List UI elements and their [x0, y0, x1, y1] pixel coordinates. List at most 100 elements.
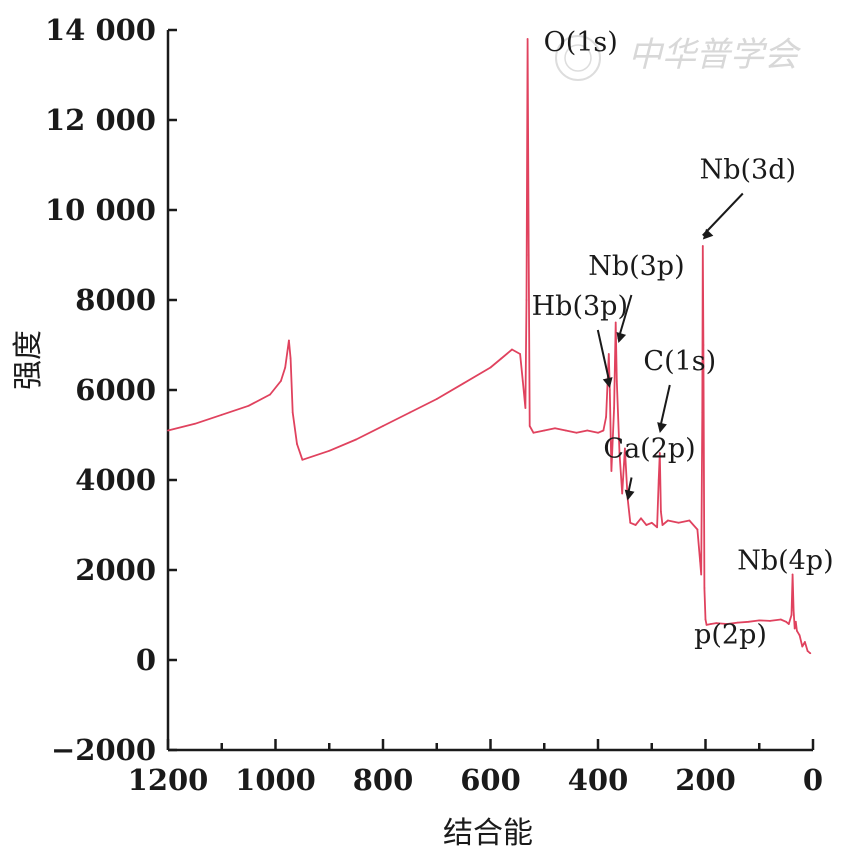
data-point [804, 641, 806, 643]
y-tick-label: 14 000 [45, 13, 156, 47]
data-point [787, 623, 790, 625]
peak-label: Hb(3p) [532, 291, 628, 322]
data-point [301, 458, 304, 461]
peak-label: C(1s) [643, 346, 716, 377]
peak-label: O(1s) [544, 27, 618, 58]
annotation-arrowhead [616, 331, 627, 343]
watermark: 中华普学会 [555, 35, 802, 81]
data-point [688, 519, 691, 522]
data-point [621, 492, 624, 495]
data-point [702, 344, 705, 346]
data-point [792, 609, 795, 612]
y-tick-label: 0 [136, 643, 156, 677]
data-point [701, 245, 704, 247]
data-point [528, 425, 531, 427]
data-point [791, 573, 794, 576]
data-point [798, 634, 801, 637]
x-tick-label: 600 [460, 763, 521, 797]
data-point [715, 622, 718, 624]
data-point [809, 652, 812, 655]
data-point [462, 382, 465, 385]
annotation-arrowhead [702, 228, 714, 240]
data-point [607, 353, 610, 355]
data-point [677, 521, 680, 524]
data-point [284, 366, 287, 369]
data-point [747, 620, 750, 623]
data-point [605, 416, 607, 418]
data-point [659, 510, 662, 513]
data-point [709, 623, 712, 625]
data-point [554, 427, 556, 430]
data-point [656, 526, 659, 529]
data-point [645, 524, 648, 526]
peak-label: p(2p) [694, 620, 767, 651]
data-point [658, 452, 661, 454]
x-ticks: 1200 1000 800 600 400 200 0 [128, 739, 823, 797]
data-point [489, 366, 492, 369]
data-point [511, 348, 513, 351]
data-point [575, 431, 578, 434]
data-point [247, 404, 250, 407]
data-point [623, 447, 626, 450]
data-point [614, 321, 617, 324]
data-point [629, 521, 632, 524]
annotations: O(1s) Nb(3d) Nb(3p) Hb(3p) C(1s) Ca(2p) p(2p) N… [532, 27, 834, 651]
data-point [291, 411, 294, 414]
data-point [726, 623, 728, 625]
data-point [699, 560, 702, 562]
data-point [500, 357, 503, 360]
data-point [355, 438, 358, 441]
data-point [736, 621, 739, 624]
peak-label: Nb(3p) [588, 251, 684, 282]
annotation-arrowhead [602, 377, 613, 388]
data-point [435, 398, 438, 400]
y-tick-label: 12 000 [45, 103, 156, 137]
data-point [793, 627, 796, 630]
data-point [610, 470, 613, 472]
data-point [289, 357, 292, 360]
annotation-arrowhead [657, 422, 667, 433]
data-point [525, 299, 528, 301]
peak-label: Ca(2p) [603, 434, 695, 465]
data-point [704, 618, 707, 621]
data-point [602, 429, 605, 432]
data-point [220, 413, 223, 416]
data-point [613, 407, 616, 409]
y-tick-label: 2000 [75, 553, 156, 587]
y-tick-label: 4000 [75, 463, 156, 497]
spectrum-line [167, 38, 811, 654]
data-point [288, 339, 290, 342]
peak-label: Nb(3d) [700, 155, 796, 186]
y-tick-label: 8000 [75, 283, 156, 317]
data-point [779, 618, 782, 621]
data-point [586, 429, 589, 432]
data-point [705, 624, 708, 626]
data-point [408, 411, 411, 414]
data-point [193, 422, 196, 425]
data-point [661, 524, 664, 526]
annotation-arrowhead [624, 489, 635, 501]
data-point [279, 380, 282, 382]
y-ticks: −2000 0 2000 4000 6000 8000 10 000 12 000 14 000 [45, 13, 177, 767]
x-tick-label: 1200 [128, 763, 209, 797]
annotation-arrow [658, 384, 671, 430]
y-axis-title: 强度 [11, 330, 46, 390]
data-point [526, 38, 529, 40]
y-tick-label: 10 000 [45, 193, 156, 227]
data-point [703, 587, 706, 589]
annotation-arrow [702, 192, 744, 237]
data-point [543, 429, 546, 432]
watermark-seal-inner [564, 44, 592, 72]
x-tick-label: 800 [353, 763, 414, 797]
x-tick-label: 400 [568, 763, 629, 797]
y-tick-label: 6000 [75, 373, 156, 407]
peak-label: Nb(4p) [737, 546, 833, 577]
data-point [634, 524, 637, 526]
x-tick-label: 1000 [235, 763, 316, 797]
annotation-arrow [617, 294, 633, 340]
data-point [794, 620, 797, 623]
data-point [521, 380, 524, 382]
data-point [615, 380, 618, 382]
